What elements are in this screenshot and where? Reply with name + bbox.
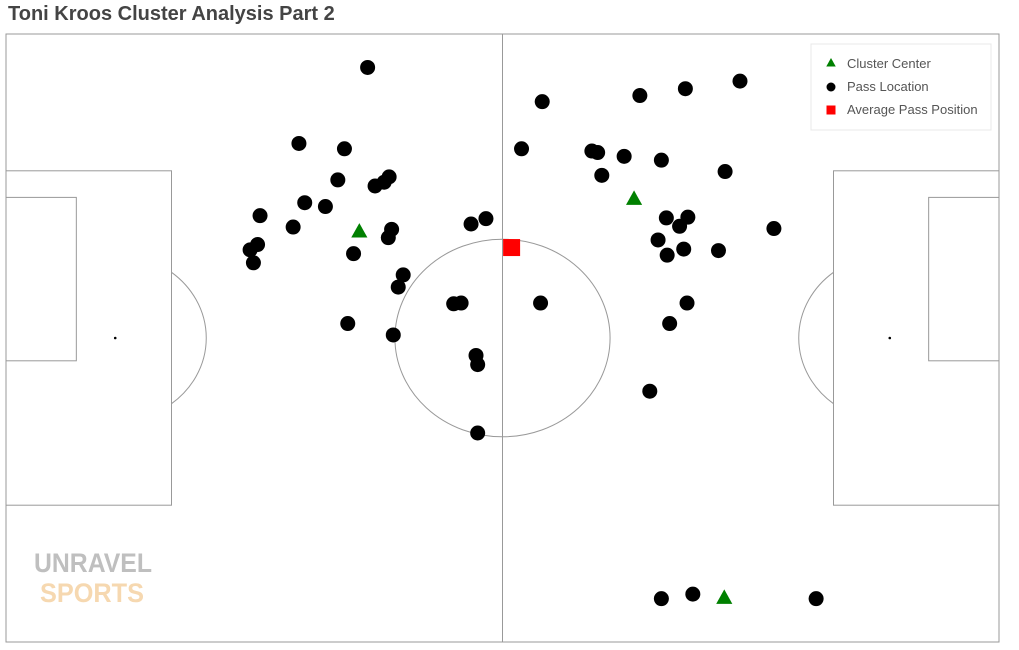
pass-location-point [381, 169, 397, 185]
chart-title: Toni Kroos Cluster Analysis Part 2 [8, 3, 335, 25]
pass-location-point [650, 232, 666, 248]
legend-label-pass-location: Pass Location [847, 79, 929, 94]
pass-location-point [766, 221, 782, 237]
pass-location-point [676, 241, 692, 257]
right-penalty-box [833, 170, 1000, 506]
pass-location-point [653, 591, 669, 607]
pass-location-point [685, 586, 701, 602]
pass-location-point [336, 141, 352, 157]
pass-location-point [242, 242, 258, 258]
pass-location-point [478, 211, 494, 227]
legend: Cluster Center Pass Location Average Pas… [810, 43, 992, 131]
legend-marker-pass-location [826, 82, 836, 92]
pass-location-point [533, 295, 549, 311]
cluster-center-marker [625, 190, 643, 205]
pass-location-point [252, 208, 268, 224]
pass-location-point [514, 141, 530, 157]
cluster-center-marker [716, 589, 733, 604]
pass-location-point [285, 219, 301, 235]
right-penalty-spot [888, 336, 892, 340]
pass-location-point [717, 164, 733, 180]
pass-location-point [395, 267, 411, 283]
pass-location-point [330, 172, 346, 188]
right-six-yard-box [928, 196, 1000, 362]
right-penalty-arc [798, 271, 834, 405]
pass-location-point [390, 279, 406, 295]
legend-marker-average-pass-position [826, 105, 836, 115]
pass-location-point [659, 247, 675, 263]
unravel-sports-logo: UNRAVEL SPORTS [34, 548, 152, 608]
pass-location-point [453, 295, 469, 311]
logo-line-2: SPORTS [40, 578, 144, 608]
pass-location-point [470, 357, 486, 373]
pass-location-point [534, 94, 550, 110]
chart-marks [242, 59, 824, 607]
pass-location-point [360, 59, 376, 75]
left-six-yard-box [5, 196, 77, 362]
pitch-lines [5, 33, 1000, 643]
pass-location-point [340, 316, 356, 332]
pass-location-point [642, 383, 658, 399]
pass-location-point [632, 88, 648, 104]
legend-box [810, 43, 992, 131]
pass-location-point [590, 145, 606, 161]
pass-location-point [380, 230, 396, 246]
pass-location-point [732, 73, 748, 89]
left-penalty-box [5, 170, 172, 506]
pass-location-point [662, 316, 678, 332]
pass-location-point [658, 210, 674, 226]
pass-location-point [710, 243, 726, 259]
pass-location-point [245, 255, 261, 271]
pass-location-point [470, 425, 486, 441]
pass-location-point [808, 591, 824, 607]
average-pass-position-marker [503, 239, 521, 257]
pass-location-point [317, 199, 333, 215]
pass-location-point [346, 246, 362, 262]
legend-marker-cluster-center [826, 58, 836, 67]
pass-location-point [677, 81, 693, 97]
pass-location-point [672, 218, 688, 234]
pass-location-point [679, 295, 695, 311]
pass-location-point [616, 148, 632, 164]
pass-location-point [291, 135, 307, 151]
legend-label-average-pass-position: Average Pass Position [847, 102, 978, 117]
cluster-center-marker [351, 223, 368, 238]
logo-line-1: UNRAVEL [34, 548, 152, 578]
pass-location-point [594, 167, 610, 183]
left-penalty-spot [113, 336, 117, 340]
pass-location-point [653, 152, 669, 168]
pass-location-point [297, 195, 313, 211]
pass-location-point [385, 327, 401, 343]
legend-label-cluster-center: Cluster Center [847, 56, 931, 71]
left-penalty-arc [171, 271, 207, 405]
pass-location-point [463, 216, 479, 232]
